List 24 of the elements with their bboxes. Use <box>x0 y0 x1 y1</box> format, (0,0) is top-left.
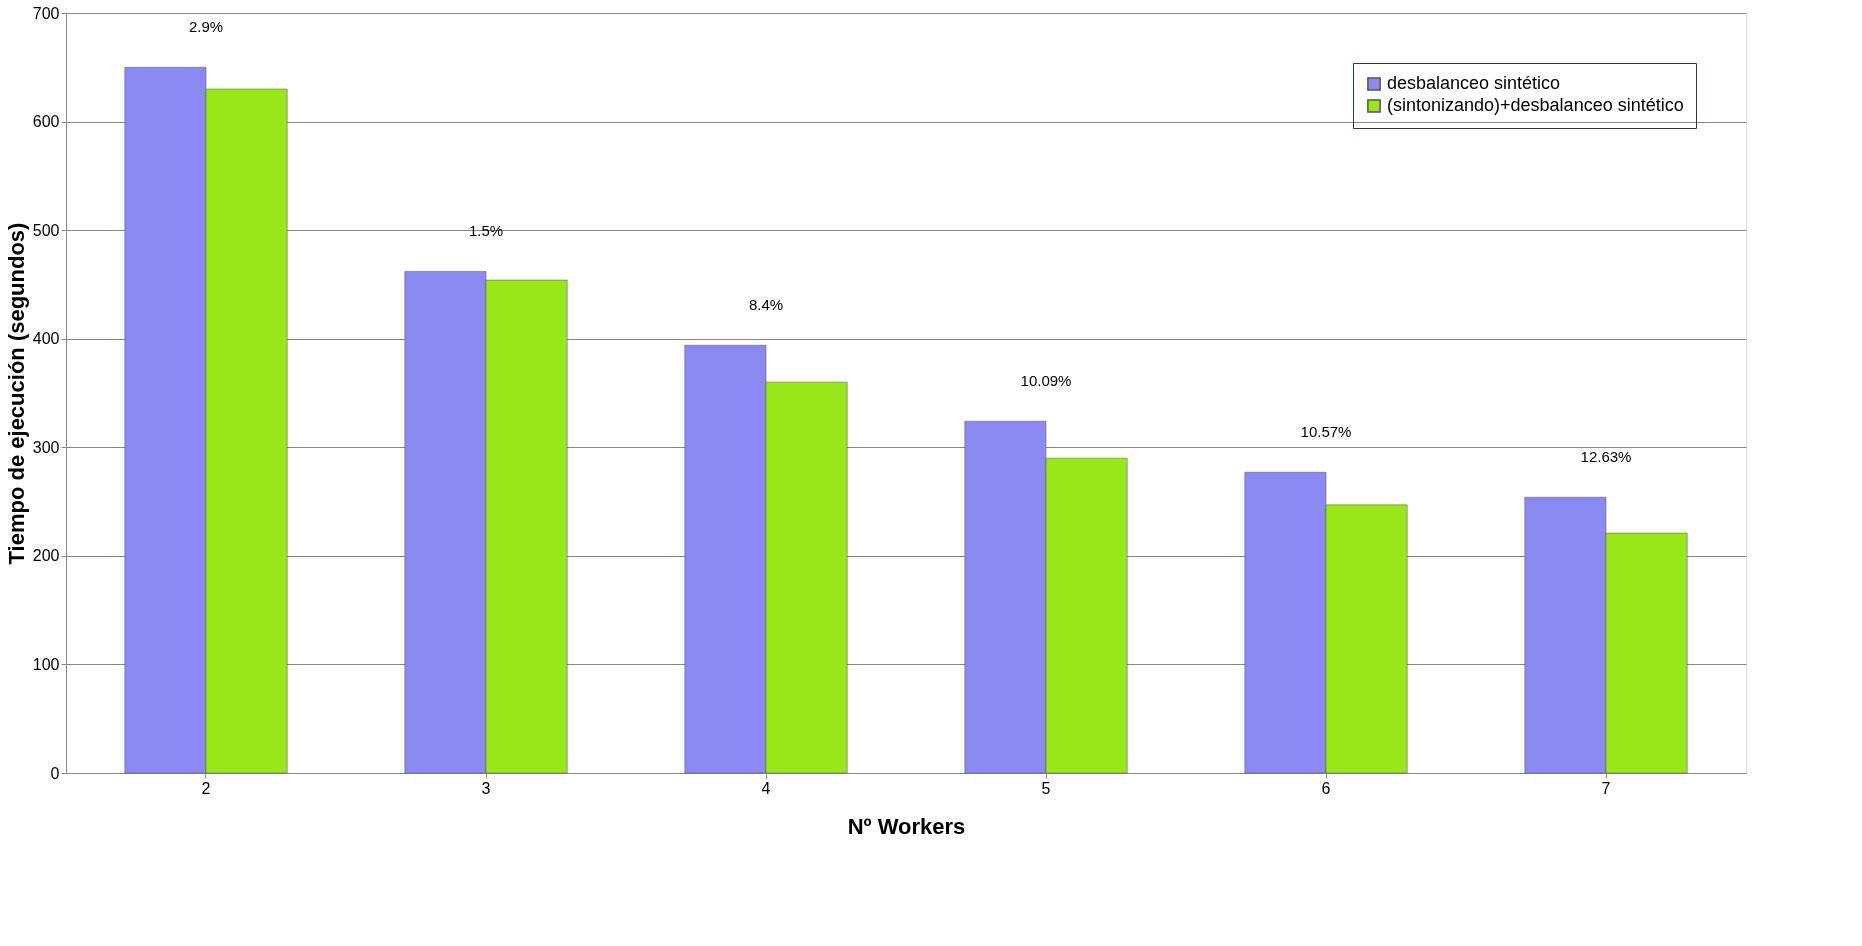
x-tick-label: 5 <box>1041 779 1051 797</box>
annotation: 2.9% <box>188 18 224 36</box>
x-tick-label: 7 <box>1601 779 1611 797</box>
annotation: 10.09% <box>1020 372 1072 390</box>
annotation: 8.4% <box>748 296 784 314</box>
y-tick-label: 500 <box>32 221 60 239</box>
annotation: 10.57% <box>1300 423 1352 441</box>
y-tick-label: 200 <box>32 547 60 565</box>
y-tick-label: 300 <box>32 438 60 456</box>
y-axis-title: Tiempo de ejecución (segundos) <box>3 222 29 565</box>
legend-label: (sintonizando)+desbalanceo sintético <box>1387 95 1684 115</box>
annotation: 12.63% <box>1580 448 1632 466</box>
x-tick-label: 6 <box>1321 779 1331 797</box>
annotation: 1.5% <box>468 222 504 240</box>
x-axis-title: Nº Workers <box>847 813 966 839</box>
y-tick-label: 400 <box>32 330 60 348</box>
legend-label: desbalanceo sintético <box>1387 73 1561 93</box>
y-tick-label: 0 <box>50 764 60 782</box>
y-tick-label: 700 <box>32 4 60 22</box>
y-tick-label: 100 <box>32 655 60 673</box>
y-tick-label: 600 <box>32 113 60 131</box>
x-tick-label: 3 <box>481 779 491 797</box>
x-tick-label: 2 <box>201 779 211 797</box>
x-tick-label: 4 <box>761 779 771 797</box>
